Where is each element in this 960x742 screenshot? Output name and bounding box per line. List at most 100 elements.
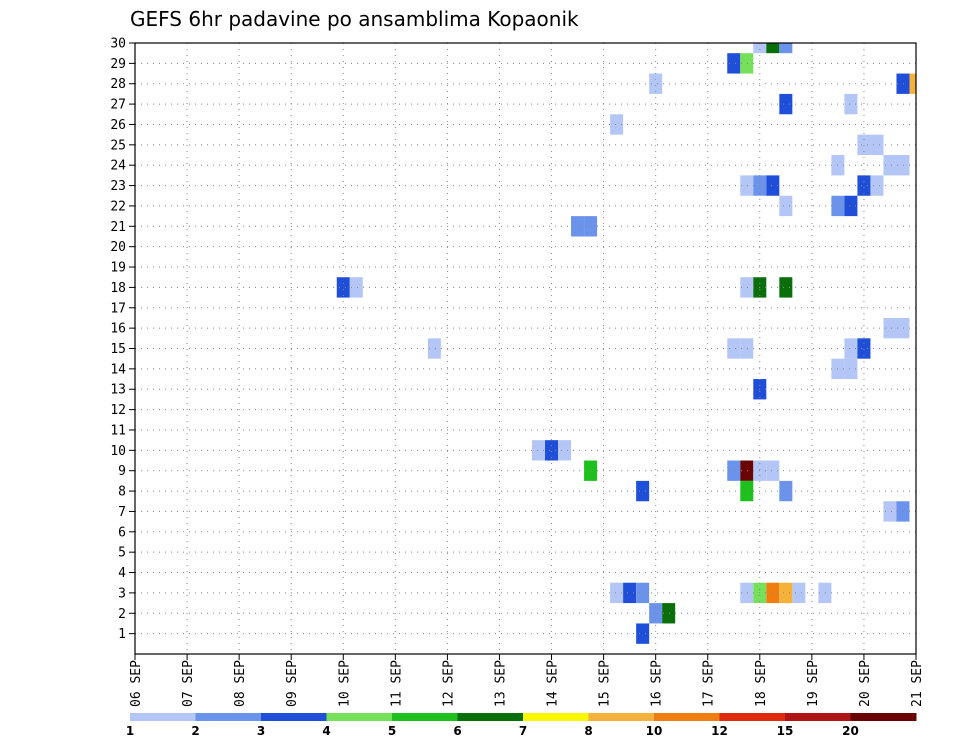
legend-label: 15	[777, 724, 794, 738]
y-tick-label: 1	[118, 627, 126, 642]
y-tick-label: 23	[110, 179, 126, 194]
legend-swatch	[457, 713, 524, 721]
precip-cell	[896, 155, 910, 176]
precip-cell	[818, 582, 832, 604]
legend-swatch	[130, 713, 196, 721]
precip-cell	[857, 134, 871, 156]
precip-cell	[792, 582, 806, 604]
x-tick-label: 20 SEP	[858, 660, 873, 707]
precip-cell	[779, 480, 793, 502]
x-tick-label: 18 SEP	[754, 660, 769, 707]
precip-cell	[740, 338, 754, 359]
x-tick-label: 19 SEP	[806, 660, 821, 707]
precip-cell	[571, 216, 585, 237]
legend-swatch	[392, 713, 458, 721]
precip-cell	[896, 317, 910, 339]
precip-cell	[584, 216, 598, 237]
precip-cell	[727, 53, 741, 74]
legend-swatch	[523, 713, 589, 721]
precip-cell	[740, 175, 754, 196]
y-tick-label: 13	[110, 383, 126, 398]
precip-cell	[636, 582, 650, 604]
legend-label: 4	[322, 724, 330, 738]
color-legend: 1 2 3 4 5 6 7 8 10 12 15 20	[126, 713, 917, 738]
y-tick-label: 25	[110, 138, 126, 153]
y-tick-label: 26	[110, 118, 126, 133]
precip-cell	[779, 93, 793, 115]
x-axis: 06 SEP 07 SEP 08 SEP 09 SEP 10 SEP 11 SEP 12 S…	[129, 654, 925, 707]
y-tick-label: 11	[110, 423, 126, 438]
legend-swatch	[261, 713, 327, 721]
precip-cell	[636, 623, 650, 644]
precip-cell	[766, 460, 780, 481]
precip-cell	[779, 43, 793, 54]
legend-swatch	[719, 713, 786, 721]
data-cells	[336, 43, 916, 644]
y-tick-label: 8	[118, 485, 126, 500]
precip-cell	[883, 317, 897, 339]
precip-cell	[844, 338, 858, 359]
precip-cell	[870, 175, 884, 196]
precip-cell	[610, 582, 624, 604]
y-tick-label: 9	[118, 464, 126, 479]
y-tick-label: 19	[110, 261, 126, 276]
x-tick-label: 08 SEP	[233, 660, 248, 707]
legend-label: 2	[191, 724, 199, 738]
y-tick-label: 6	[118, 525, 126, 540]
precip-cell	[766, 582, 780, 604]
legend-swatch	[785, 713, 851, 721]
y-tick-label: 12	[110, 403, 126, 418]
precip-cell	[779, 195, 793, 217]
y-tick-label: 3	[118, 586, 126, 601]
y-tick-label: 4	[118, 566, 126, 581]
legend-label: 10	[646, 724, 663, 738]
y-axis: 1234567891011121314151617181920212223242…	[110, 37, 135, 642]
x-tick-label: 17 SEP	[702, 660, 717, 707]
precip-cell	[532, 440, 546, 461]
y-tick-label: 30	[110, 37, 126, 52]
x-tick-label: 12 SEP	[441, 660, 456, 707]
legend-label: 1	[126, 724, 134, 738]
legend-label: 3	[257, 724, 265, 738]
y-tick-label: 22	[110, 199, 126, 214]
legend-label: 7	[519, 724, 527, 738]
x-tick-label: 07 SEP	[181, 660, 196, 707]
x-tick-label: 10 SEP	[337, 660, 352, 707]
x-tick-label: 13 SEP	[493, 660, 508, 707]
precip-cell	[610, 114, 624, 135]
legend-label: 8	[584, 724, 592, 738]
legend-swatch	[326, 713, 393, 721]
y-tick-label: 5	[118, 546, 126, 561]
precip-cell	[857, 338, 871, 359]
y-tick-label: 2	[118, 607, 126, 622]
y-tick-label: 17	[110, 301, 126, 316]
chart-title: GEFS 6hr padavine po ansamblima Kopaonik	[130, 7, 579, 31]
precip-cell	[844, 93, 858, 115]
legend-swatch	[654, 713, 720, 721]
x-tick-label: 16 SEP	[650, 660, 665, 707]
y-tick-label: 15	[110, 342, 126, 357]
precip-cell	[844, 358, 858, 380]
precip-cell	[857, 175, 871, 196]
y-tick-label: 14	[110, 362, 126, 377]
precip-cell	[766, 43, 780, 54]
precip-cell	[545, 440, 559, 461]
precip-cell	[740, 480, 754, 502]
y-tick-label: 16	[110, 322, 126, 337]
y-tick-label: 20	[110, 240, 126, 255]
precip-cell	[623, 582, 637, 604]
precip-cell	[896, 73, 910, 94]
grid-lines	[134, 42, 917, 654]
x-tick-label: 11 SEP	[389, 660, 404, 707]
precip-cell	[883, 155, 897, 176]
legend-swatch	[850, 713, 917, 721]
legend-swatch	[195, 713, 262, 721]
legend-label: 6	[453, 724, 461, 738]
precip-cell	[662, 603, 676, 624]
y-tick-label: 29	[110, 57, 126, 72]
precip-cell	[584, 460, 598, 481]
x-tick-label: 21 SEP	[910, 660, 925, 707]
x-tick-label: 14 SEP	[546, 660, 561, 707]
precip-cell	[740, 277, 754, 298]
